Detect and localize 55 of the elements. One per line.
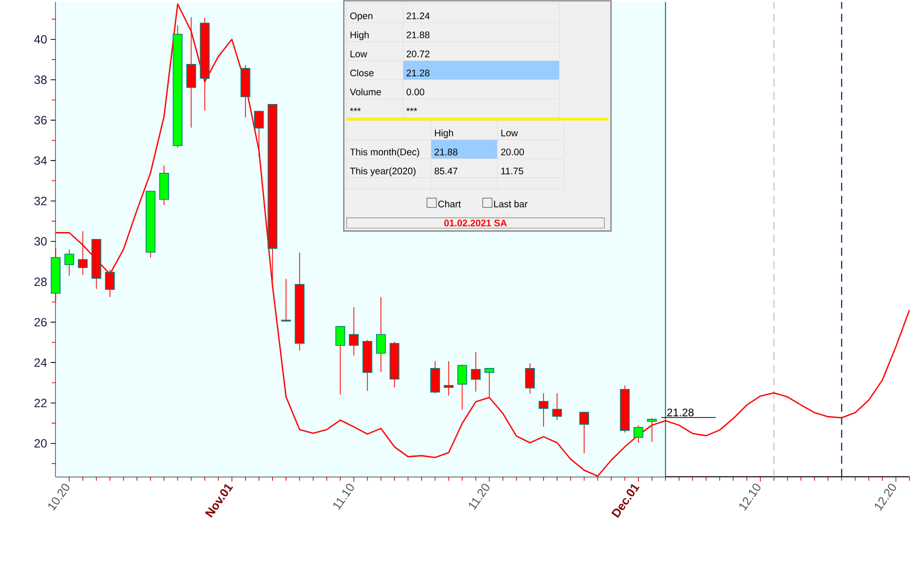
annotation: 21.24 [406, 12, 430, 20]
candlestick [64, 249, 74, 276]
annotation: Low [350, 50, 368, 58]
y-tick-label: 38 [34, 76, 47, 84]
y-tick-label: 36 [34, 116, 47, 124]
y-tick-label: 30 [34, 237, 47, 246]
candlestick [634, 424, 644, 444]
annotation: Chart [438, 200, 461, 208]
candlestick [430, 360, 440, 394]
annotation: Close [350, 69, 374, 76]
annotation: Volume [350, 88, 381, 96]
candlestick [470, 352, 481, 392]
annotation: 0.00 [406, 88, 424, 96]
candlestick [552, 392, 562, 420]
candlestick [579, 411, 590, 454]
annotation: *** [350, 108, 361, 112]
annotation: Last bar [494, 200, 528, 208]
annotation: 21.88 [434, 148, 458, 156]
candlestick [348, 306, 359, 356]
candlestick [254, 110, 264, 157]
annotation: 01.02.2021 SA [444, 220, 507, 226]
candlestick [78, 230, 88, 276]
candlestick [444, 360, 454, 396]
candlestick [186, 16, 196, 128]
annotation: 85.47 [434, 168, 458, 174]
annotation: Open [350, 12, 372, 22]
annotation: 20.72 [406, 50, 430, 58]
annotation: 21.28 [667, 408, 694, 416]
annotation: This month(Dec) [350, 148, 420, 158]
candlestick [457, 364, 468, 410]
y-tick-label: 40 [34, 35, 47, 44]
candlestick [647, 418, 657, 442]
annotation: *** [406, 108, 418, 112]
candlestick [335, 326, 346, 395]
candlestick [525, 362, 535, 394]
candlestick [105, 269, 115, 298]
annotation: High [434, 129, 454, 138]
y-tick-label: 34 [34, 156, 47, 165]
candlestick [538, 392, 548, 427]
y-tick-label: 24 [34, 358, 47, 367]
y-tick-label: 26 [34, 318, 47, 326]
annotation: 21.28 [406, 70, 430, 76]
y-tick-label: 28 [34, 278, 47, 286]
y-tick-label: 22 [34, 398, 47, 408]
y-tick-label: 32 [34, 196, 47, 206]
y-tick-label: 20 [34, 439, 47, 448]
annotation: High [350, 31, 369, 40]
candlestick [376, 296, 386, 372]
annotation: 21.88 [406, 32, 430, 38]
candlestick [281, 278, 291, 322]
annotation: 11.75 [501, 168, 524, 174]
annotation: 20.00 [501, 148, 524, 156]
annotation: Low [501, 130, 518, 136]
candlestick [484, 368, 494, 398]
annotation: This year(2020) [350, 167, 416, 176]
